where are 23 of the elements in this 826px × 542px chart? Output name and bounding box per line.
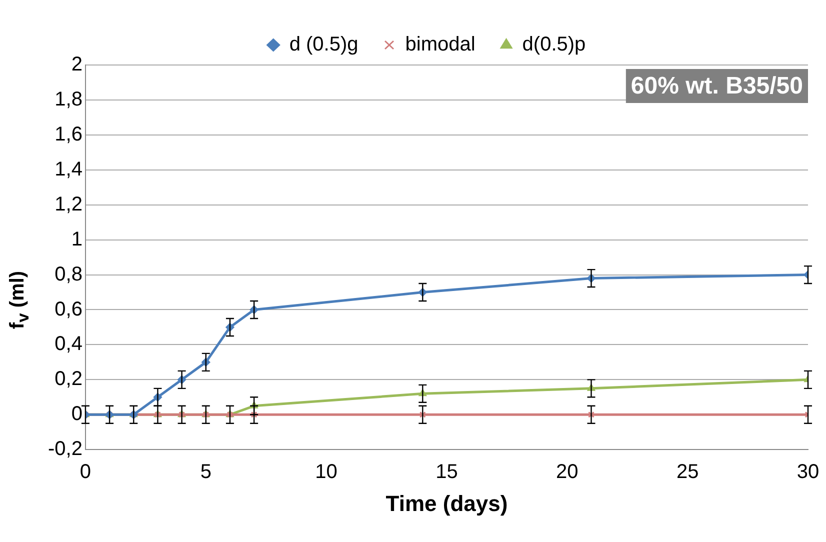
y-tick-label: 1 bbox=[71, 228, 82, 250]
y-tick-label: 0,4 bbox=[54, 333, 82, 356]
y-tick-label: 0,8 bbox=[54, 263, 82, 286]
y-tick-label: -0,2 bbox=[48, 438, 82, 460]
x-axis-title: Time (days) bbox=[386, 490, 508, 516]
x-tick-label: 5 bbox=[200, 461, 212, 484]
x-tick-label: 25 bbox=[676, 461, 699, 484]
y-tick-label: 1,8 bbox=[54, 88, 82, 110]
y-tick-label: 0,2 bbox=[54, 368, 82, 390]
y-tick-label: 1,2 bbox=[54, 193, 82, 216]
y-tick-label: 0,6 bbox=[54, 298, 82, 320]
y-tick-label: 2 bbox=[71, 54, 82, 76]
x-tick-label: 15 bbox=[436, 461, 458, 484]
y-tick-label: 0 bbox=[71, 403, 82, 426]
legend-label: d(0.5)p bbox=[522, 34, 586, 56]
legend-label: d (0.5)g bbox=[289, 34, 358, 56]
x-tick-label: 10 bbox=[315, 461, 338, 484]
x-tick-label: 30 bbox=[796, 461, 820, 484]
y-tick-label: 1,6 bbox=[54, 123, 82, 146]
legend-label: bimodal bbox=[405, 34, 476, 56]
annotation: 60% wt. B35/50 bbox=[630, 72, 804, 100]
x-tick-label: 20 bbox=[556, 461, 578, 484]
y-tick-label: 1,4 bbox=[54, 158, 82, 180]
